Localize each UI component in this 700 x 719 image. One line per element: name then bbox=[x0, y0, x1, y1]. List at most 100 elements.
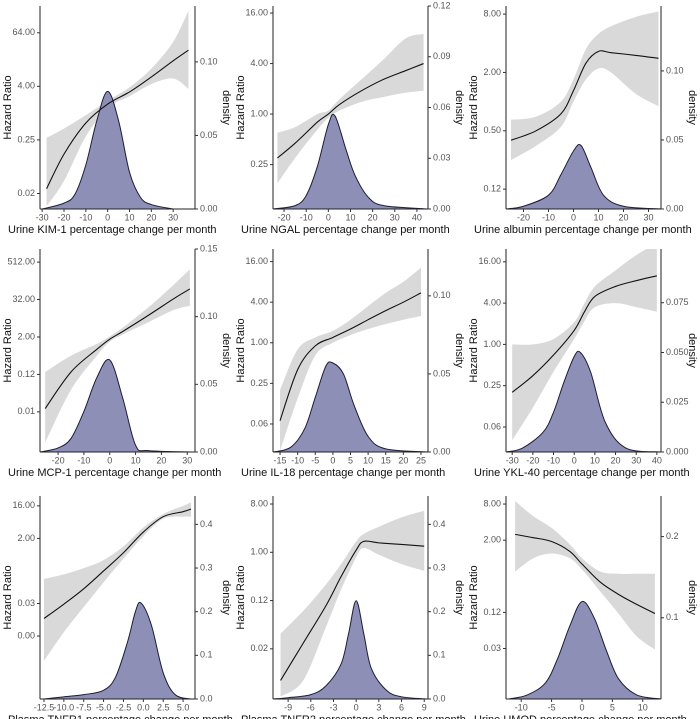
x-tick-label: 30 bbox=[643, 212, 653, 222]
y-axis-title: Hazard Ratio bbox=[235, 75, 247, 139]
y2-tick-label: 0.2 bbox=[200, 606, 213, 616]
y-tick-label: 4.00 bbox=[250, 297, 268, 307]
x-tick-label: 30 bbox=[390, 212, 400, 222]
y2-tick-label: 0.00 bbox=[200, 446, 218, 456]
panel: -20 -10 0 10 20 30 0.01 0.12 2.00 32.00 512.00 0.00… bbox=[2, 243, 232, 479]
plot-area bbox=[273, 510, 428, 699]
y-tick-label: 2.00 bbox=[17, 331, 35, 341]
y2-axis-title: density bbox=[453, 90, 465, 125]
y-tick-label: 16.00 bbox=[245, 256, 268, 266]
plot-area bbox=[506, 11, 661, 209]
panel: -20 -10 0 10 20 30 40 0.25 1.00 4.00 16.00 0.00 0.03… bbox=[235, 0, 465, 236]
x-axis-title: Urine albumin percentage change per mont… bbox=[474, 224, 692, 236]
y-tick-label: 0.12 bbox=[17, 369, 35, 379]
density-area bbox=[273, 600, 428, 699]
plot-area bbox=[273, 33, 428, 209]
y-axis-title: Hazard Ratio bbox=[468, 565, 480, 629]
x-tick-label: 2.5 bbox=[157, 702, 170, 712]
confidence-band bbox=[280, 267, 421, 451]
y-tick-label: 4.00 bbox=[17, 81, 35, 91]
y2-tick-label: 0.3 bbox=[433, 562, 446, 572]
y2-axis-title: density bbox=[686, 333, 698, 368]
y2-tick-label: 0.1 bbox=[200, 650, 213, 660]
y-tick-label: 0.12 bbox=[483, 607, 501, 617]
x-tick-label: -20 bbox=[278, 212, 291, 222]
y-tick-label: 8.00 bbox=[483, 8, 501, 18]
y2-tick-label: 0.15 bbox=[200, 243, 218, 253]
y-tick-label: 0.06 bbox=[483, 421, 501, 431]
y-tick-label: 32.00 bbox=[12, 294, 35, 304]
x-tick-label: -10 bbox=[300, 212, 313, 222]
x-tick-label: 5 bbox=[610, 702, 615, 712]
y-tick-label: 0.12 bbox=[483, 184, 501, 194]
y2-tick-label: 0.0 bbox=[433, 693, 446, 703]
y-tick-label: 8.00 bbox=[250, 498, 268, 508]
y-tick-label: 2.00 bbox=[483, 535, 501, 545]
x-axis-title: Urine IL-18 percentage change per month bbox=[241, 467, 445, 479]
x-tick-label: 5 bbox=[348, 455, 353, 465]
x-tick-label: 40 bbox=[652, 455, 662, 465]
y2-tick-label: 0.4 bbox=[433, 519, 446, 529]
y2-axis-title: density bbox=[686, 580, 698, 615]
x-tick-label: 20 bbox=[611, 455, 621, 465]
x-tick-label: 0 bbox=[105, 212, 110, 222]
y2-tick-label: 0.00 bbox=[433, 203, 451, 213]
y2-tick-label: 0.05 bbox=[666, 134, 684, 144]
hazard-line bbox=[44, 288, 191, 409]
confidence-band bbox=[512, 249, 657, 441]
x-tick-label: -10 bbox=[547, 455, 560, 465]
x-tick-label: 30 bbox=[631, 455, 641, 465]
x-tick-label: -9 bbox=[284, 702, 292, 712]
x-axis-title: Urine UMOD percentage change per month bbox=[474, 714, 687, 719]
y-tick-label: 0.00 bbox=[17, 630, 35, 640]
x-tick-label: -20 bbox=[52, 455, 65, 465]
y2-tick-label: 0.4 bbox=[200, 519, 213, 529]
x-tick-label: 10 bbox=[363, 455, 373, 465]
y-axis-title: Hazard Ratio bbox=[2, 318, 14, 382]
y2-tick-label: 0.1 bbox=[433, 650, 446, 660]
y-tick-label: 16.00 bbox=[245, 7, 268, 17]
y-tick-label: 0.02 bbox=[250, 643, 268, 653]
y-tick-label: 0.25 bbox=[250, 378, 268, 388]
panel: -10 -5 0 5 10 0.03 0.12 2.00 8.00 0.1 0.2 Urine UMO… bbox=[468, 496, 698, 719]
x-tick-label: -10 bbox=[77, 455, 90, 465]
y-axis-title: Hazard Ratio bbox=[2, 565, 14, 629]
y2-axis-title: density bbox=[453, 333, 465, 368]
y2-axis-title: density bbox=[686, 90, 698, 125]
y-tick-label: 0.50 bbox=[483, 125, 501, 135]
plot-area bbox=[40, 269, 195, 452]
x-tick-label: 10 bbox=[124, 212, 134, 222]
hazard-line bbox=[515, 533, 656, 614]
hazard-line bbox=[277, 63, 424, 159]
y2-tick-label: 0.050 bbox=[666, 347, 689, 357]
y2-tick-label: 0.05 bbox=[200, 379, 218, 389]
x-tick-label: 20 bbox=[398, 455, 408, 465]
y-tick-label: 16.00 bbox=[478, 256, 501, 266]
x-tick-label: -5 bbox=[548, 702, 556, 712]
y2-tick-label: 0.10 bbox=[200, 56, 218, 66]
x-tick-label: 10 bbox=[345, 212, 355, 222]
x-tick-label: 20 bbox=[146, 212, 156, 222]
hazard-line bbox=[280, 540, 425, 681]
x-tick-label: 9 bbox=[422, 702, 427, 712]
x-tick-label: 30 bbox=[168, 212, 178, 222]
x-tick-label: -30 bbox=[36, 212, 49, 222]
y2-tick-label: 0.12 bbox=[433, 0, 451, 10]
x-axis-title: Plasma TNFR2 percentage change per month bbox=[241, 714, 466, 719]
plot-area bbox=[43, 502, 192, 699]
y-axis-title: Hazard Ratio bbox=[2, 75, 14, 139]
hazard-line bbox=[43, 508, 192, 619]
hazard-line bbox=[510, 50, 659, 141]
x-tick-label: 15 bbox=[381, 455, 391, 465]
y2-tick-label: 0.025 bbox=[666, 397, 689, 407]
y2-tick-label: 0.0 bbox=[200, 693, 213, 703]
x-tick-label: 10 bbox=[593, 212, 603, 222]
y-tick-label: 0.25 bbox=[250, 159, 268, 169]
y-tick-label: 0.01 bbox=[17, 406, 35, 416]
y-tick-label: 0.03 bbox=[483, 643, 501, 653]
y-axis-title: Hazard Ratio bbox=[235, 565, 247, 629]
y2-tick-label: 0.05 bbox=[433, 368, 451, 378]
x-tick-label: -10 bbox=[291, 455, 304, 465]
density-area bbox=[273, 361, 428, 452]
x-axis-title: Urine NGAL percentage change per month bbox=[241, 224, 450, 236]
